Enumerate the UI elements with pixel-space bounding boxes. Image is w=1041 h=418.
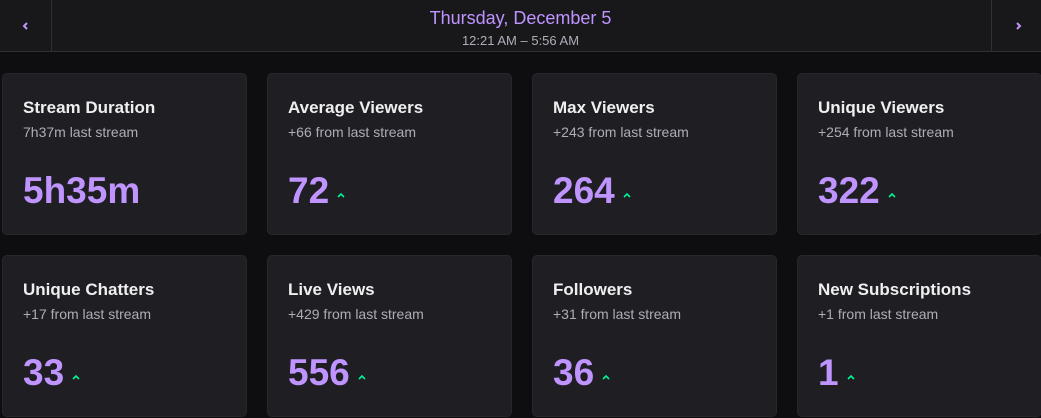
card-title: Unique Chatters	[23, 280, 155, 299]
card-value-row: 556	[288, 352, 366, 394]
stat-card: Live Views +429 from last stream 556	[267, 255, 512, 417]
card-title: New Subscriptions	[818, 280, 972, 299]
card-value-row: 5h35m	[23, 170, 140, 212]
card-value: 5h35m	[23, 170, 141, 211]
trend-up-icon	[602, 374, 610, 380]
card-value-row: 322	[818, 170, 896, 212]
chevron-right	[1015, 22, 1021, 30]
card-comparison: +1 from last stream	[818, 306, 939, 322]
card-value: 72	[288, 170, 330, 211]
trend-up-icon	[72, 374, 80, 380]
card-title: Stream Duration	[23, 98, 156, 117]
card-comparison: +243 from last stream	[553, 124, 689, 140]
card-comparison: +31 from last stream	[553, 306, 681, 322]
trend-up-icon	[337, 192, 345, 198]
card-value-row: 72	[288, 170, 345, 212]
card-value: 556	[288, 352, 350, 393]
card-value-row: 264	[553, 170, 631, 212]
card-value: 33	[23, 352, 65, 393]
card-value: 1	[818, 352, 839, 393]
card-value: 264	[553, 170, 615, 211]
card-title: Max Viewers	[553, 98, 655, 117]
chevron-left	[22, 22, 28, 30]
card-comparison: +66 from last stream	[288, 124, 416, 140]
trend-up-icon	[358, 374, 366, 380]
stat-card: Stream Duration 7h37m last stream 5h35m	[2, 73, 247, 235]
card-title: Live Views	[288, 280, 375, 299]
stat-card: Followers +31 from last stream 36	[532, 255, 777, 417]
stat-card: Unique Chatters +17 from last stream 33	[2, 255, 247, 417]
time-range: 12:21 AM – 5:56 AM	[461, 33, 580, 48]
card-title: Unique Viewers	[818, 98, 945, 117]
trend-up-icon	[847, 374, 855, 380]
card-value-row: 1	[818, 352, 855, 394]
stat-card: Unique Viewers +254 from last stream 322	[797, 73, 1041, 235]
card-comparison: 7h37m last stream	[23, 124, 139, 140]
card-comparison: +254 from last stream	[818, 124, 954, 140]
card-title: Average Viewers	[288, 98, 424, 117]
card-title: Followers	[553, 280, 633, 299]
trend-up-icon	[888, 192, 896, 198]
trend-up-icon	[623, 192, 631, 198]
date-title: Thursday, December 5	[429, 8, 612, 28]
stat-card: New Subscriptions +1 from last stream 1	[797, 255, 1041, 417]
card-value: 36	[553, 352, 595, 393]
previous-button[interactable]	[0, 0, 52, 52]
card-value-row: 36	[553, 352, 610, 394]
card-value: 322	[818, 170, 880, 211]
next-button[interactable]	[991, 0, 1041, 52]
card-comparison: +17 from last stream	[23, 306, 151, 322]
date-header: Thursday, December 5 12:21 AM – 5:56 AM	[0, 0, 1041, 52]
card-value-row: 33	[23, 352, 80, 394]
card-comparison: +429 from last stream	[288, 306, 424, 322]
stat-card: Average Viewers +66 from last stream 72	[267, 73, 512, 235]
stat-card: Max Viewers +243 from last stream 264	[532, 73, 777, 235]
